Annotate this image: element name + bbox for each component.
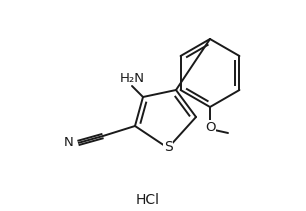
- Text: H₂N: H₂N: [120, 72, 145, 84]
- Text: HCl: HCl: [136, 193, 160, 207]
- Text: N: N: [63, 137, 73, 150]
- Text: S: S: [164, 140, 172, 154]
- Text: O: O: [205, 121, 215, 134]
